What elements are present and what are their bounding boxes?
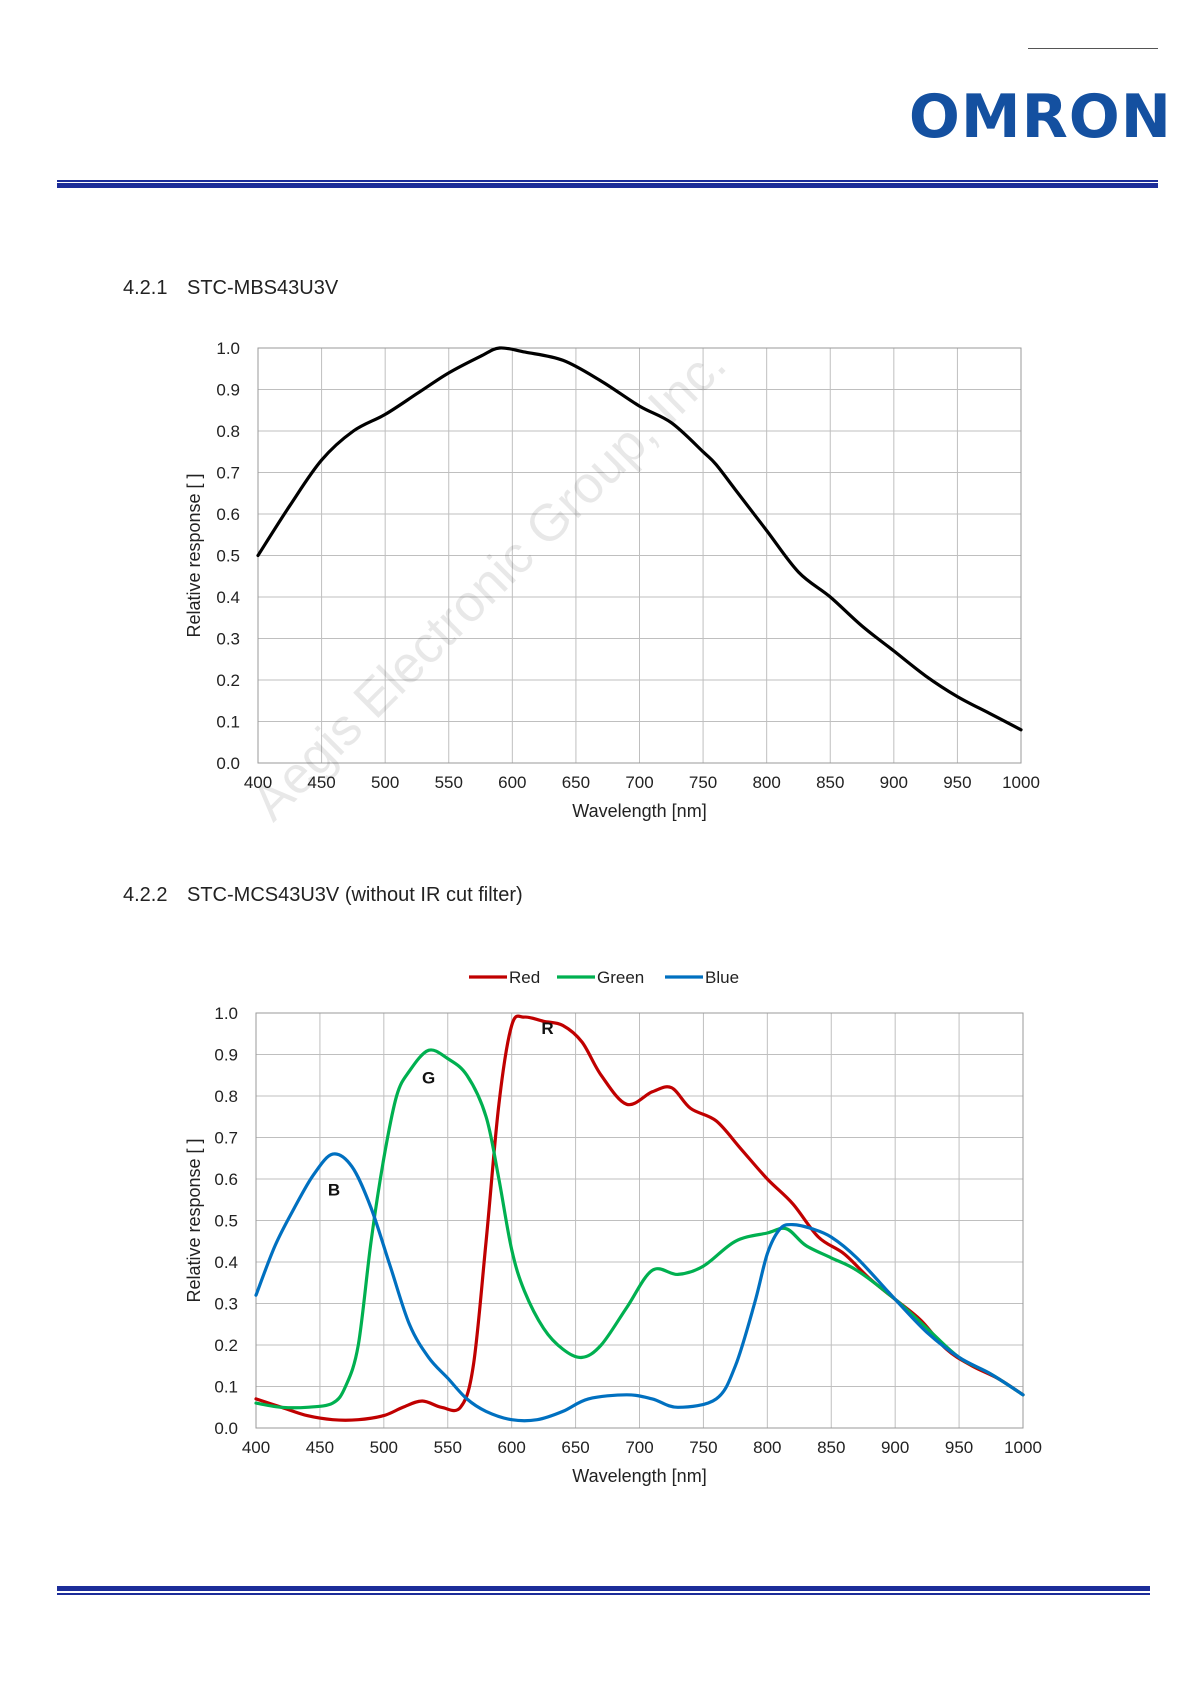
x-tick-label: 750 [689, 1438, 717, 1457]
series-line-green [254, 1048, 1025, 1410]
x-tick-label: 700 [625, 1438, 653, 1457]
legend-label: Red [509, 968, 540, 987]
header-rule-thin [57, 180, 1158, 182]
y-tick-label: 1.0 [214, 1004, 238, 1023]
section-title: STC-MBS43U3V [187, 277, 339, 299]
legend-item-green: Green [557, 968, 644, 987]
header-rule-thick [57, 183, 1158, 188]
section-title: STC-MCS43U3V (without IR cut filter) [187, 884, 523, 906]
x-tick-label: 400 [244, 773, 272, 792]
x-tick-label: 450 [307, 773, 335, 792]
y-tick-label: 0.9 [214, 1046, 238, 1065]
series-line-blue [254, 1152, 1025, 1423]
x-tick-label: 800 [752, 773, 780, 792]
y-tick-label: 1.0 [216, 339, 240, 358]
legend-item-red: Red [469, 968, 540, 987]
legend-label: Blue [705, 968, 739, 987]
section-number: 4.2.2 [123, 884, 168, 906]
omron-logo: OMRON [908, 82, 1172, 152]
annotation-b: B [328, 1181, 340, 1200]
y-tick-label: 0.3 [216, 630, 240, 649]
x-tick-label: 450 [306, 1438, 334, 1457]
x-tick-label: 700 [625, 773, 653, 792]
x-axis-label: Wavelength [nm] [572, 801, 706, 821]
y-tick-label: 0.0 [216, 754, 240, 773]
x-tick-label: 750 [689, 773, 717, 792]
y-tick-label: 0.1 [214, 1378, 238, 1397]
x-tick-label: 900 [881, 1438, 909, 1457]
y-tick-label: 0.8 [214, 1087, 238, 1106]
section-number: 4.2.1 [123, 277, 168, 299]
y-tick-label: 0.3 [214, 1295, 238, 1314]
y-tick-label: 0.2 [216, 671, 240, 690]
x-tick-label: 850 [816, 773, 844, 792]
y-axis-label: Relative response [ ] [184, 1138, 204, 1302]
y-tick-label: 0.6 [214, 1170, 238, 1189]
chart-mono-response: 400 450 500 550 600 650 700 750 800 850 900 950 1000… [184, 339, 1040, 821]
annotation-r: R [541, 1019, 553, 1038]
x-tick-label: 950 [943, 773, 971, 792]
y-tick-label: 0.2 [214, 1336, 238, 1355]
header-short-rule [1028, 48, 1158, 49]
legend-item-blue: Blue [665, 968, 739, 987]
series-line [256, 346, 1023, 732]
annotation-g: G [422, 1069, 435, 1088]
x-tick-label: 650 [562, 773, 590, 792]
x-tick-label: 1000 [1002, 773, 1040, 792]
x-tick-label: 500 [370, 1438, 398, 1457]
y-tick-label: 0.4 [214, 1253, 238, 1272]
x-tick-label: 550 [434, 1438, 462, 1457]
x-tick-label: 1000 [1004, 1438, 1042, 1457]
y-tick-label: 0.5 [216, 547, 240, 566]
y-tick-label: 0.7 [216, 464, 240, 483]
x-tick-label: 900 [880, 773, 908, 792]
y-axis-label: Relative response [ ] [184, 473, 204, 637]
y-tick-label: 0.9 [216, 381, 240, 400]
x-axis-label: Wavelength [nm] [572, 1466, 706, 1486]
y-tick-label: 0.0 [214, 1419, 238, 1438]
x-tick-label: 550 [435, 773, 463, 792]
y-tick-label: 0.6 [216, 505, 240, 524]
x-tick-label: 950 [945, 1438, 973, 1457]
y-tick-label: 0.4 [216, 588, 240, 607]
y-tick-label: 0.8 [216, 422, 240, 441]
footer-rule-thin [57, 1593, 1150, 1595]
x-tick-label: 600 [497, 1438, 525, 1457]
y-tick-label: 0.5 [214, 1212, 238, 1231]
plot-area [255, 1012, 1024, 1429]
section-heading-1: 4.2.1 STC-MBS43U3V [123, 277, 338, 300]
y-tick-label: 0.7 [214, 1129, 238, 1148]
y-tick-label: 0.1 [216, 713, 240, 732]
legend-label: Green [597, 968, 644, 987]
chart-color-response: 400 450 500 550 600 650 700 750 800 850 900 950 1000… [184, 968, 1042, 1486]
section-heading-2: 4.2.2 STC-MCS43U3V (without IR cut filter… [123, 884, 523, 907]
x-tick-label: 600 [498, 773, 526, 792]
x-tick-label: 800 [753, 1438, 781, 1457]
x-tick-label: 650 [561, 1438, 589, 1457]
x-tick-label: 500 [371, 773, 399, 792]
x-tick-label: 400 [242, 1438, 270, 1457]
x-tick-label: 850 [817, 1438, 845, 1457]
footer-rule-thick [57, 1586, 1150, 1591]
